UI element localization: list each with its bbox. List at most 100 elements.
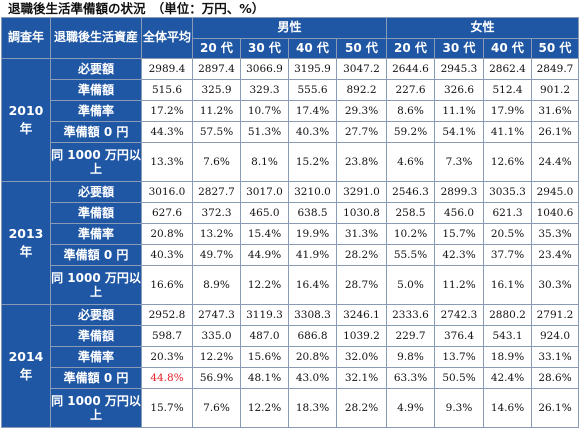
overall-value-cell: 15.7%: [141, 388, 193, 428]
value-cell: 17.4%: [288, 100, 337, 122]
overall-value-cell: 20.3%: [141, 346, 193, 368]
value-cell: 555.6: [288, 79, 337, 101]
overall-value-cell: 17.2%: [141, 100, 193, 122]
value-cell: 8.1%: [240, 142, 289, 182]
age-header-female-20: 20 代: [386, 38, 435, 59]
value-cell: 29.3%: [336, 100, 387, 122]
value-cell: 11.2%: [434, 265, 484, 305]
value-cell: 9.3%: [434, 388, 484, 428]
value-cell: 41.9%: [288, 244, 337, 266]
age-header-male-50: 50 代: [336, 38, 387, 59]
value-cell: 8.9%: [192, 265, 241, 305]
value-cell: 924.0: [531, 325, 579, 347]
value-cell: 54.1%: [434, 121, 484, 143]
value-cell: 2333.6: [386, 304, 435, 326]
value-cell: 326.6: [434, 79, 484, 101]
value-cell: 10.7%: [240, 100, 289, 122]
overall-value-cell: 2989.4: [141, 58, 193, 80]
value-cell: 2849.7: [531, 58, 579, 80]
value-cell: 465.0: [240, 202, 289, 224]
age-header-female-40: 40 代: [483, 38, 532, 59]
value-cell: 2546.3: [386, 181, 435, 203]
value-cell: 16.4%: [288, 265, 337, 305]
value-cell: 258.5: [386, 202, 435, 224]
value-cell: 2880.2: [483, 304, 532, 326]
value-cell: 2899.3: [434, 181, 484, 203]
value-cell: 44.9%: [240, 244, 289, 266]
value-cell: 7.3%: [434, 142, 484, 182]
value-cell: 28.7%: [336, 265, 387, 305]
value-cell: 23.4%: [531, 244, 579, 266]
value-cell: 512.4: [483, 79, 532, 101]
overall-value-cell: 44.3%: [141, 121, 193, 143]
value-cell: 30.3%: [531, 265, 579, 305]
page-title: 退職後生活準備額の状況 （単位：万円、%）: [8, 1, 265, 16]
value-cell: 15.2%: [288, 142, 337, 182]
value-cell: 59.2%: [386, 121, 435, 143]
value-cell: 3119.3: [240, 304, 289, 326]
value-cell: 7.6%: [192, 388, 241, 428]
value-cell: 2827.7: [192, 181, 241, 203]
value-cell: 456.0: [434, 202, 484, 224]
value-cell: 1040.6: [531, 202, 579, 224]
value-cell: 28.2%: [336, 388, 387, 428]
value-cell: 543.1: [483, 325, 532, 347]
value-cell: 32.0%: [336, 346, 387, 368]
table-body: 2010 年必要額 2989.4 2897.4 3066.9 3195.9 3047.2 2…: [1, 58, 579, 428]
value-cell: 17.9%: [483, 100, 532, 122]
table-row: 準備額 515.6 325.9 329.3 555.6 892.2 227.6 326.6 51…: [2, 79, 579, 101]
value-cell: 32.1%: [336, 367, 387, 389]
value-cell: 2747.3: [192, 304, 241, 326]
overall-header: 全体平均: [141, 17, 193, 59]
category-cell: 準備額: [50, 325, 142, 347]
value-cell: 227.6: [386, 79, 435, 101]
value-cell: 1030.8: [336, 202, 387, 224]
value-cell: 14.6%: [483, 388, 532, 428]
value-cell: 372.3: [192, 202, 241, 224]
retirement-prep-table: 調査年 退職後生活資産 全体平均 男性 女性 20 代 30 代 40 代 50…: [1, 17, 579, 428]
table-row: 2010 年必要額 2989.4 2897.4 3066.9 3195.9 3047.2 2…: [1, 58, 579, 182]
value-cell: 487.0: [240, 325, 289, 347]
year-header: 調査年: [1, 17, 51, 59]
age-header-male-30: 30 代: [240, 38, 289, 59]
value-cell: 28.6%: [531, 367, 579, 389]
value-cell: 3210.0: [288, 181, 337, 203]
age-header-female-30: 30 代: [434, 38, 484, 59]
overall-value-cell: 44.8%: [141, 367, 193, 389]
value-cell: 2897.4: [192, 58, 241, 80]
table-row: 準備率 20.3% 12.2% 15.6% 20.8% 32.0% 9.8% 13.7% 18.…: [2, 346, 579, 368]
value-cell: 4.9%: [386, 388, 435, 428]
value-cell: 7.6%: [192, 142, 241, 182]
male-header: 男性: [192, 17, 387, 39]
value-cell: 621.3: [483, 202, 532, 224]
value-cell: 12.2%: [192, 346, 241, 368]
value-cell: 56.9%: [192, 367, 241, 389]
overall-value-cell: 16.6%: [141, 265, 193, 305]
value-cell: 4.6%: [386, 142, 435, 182]
value-cell: 42.3%: [434, 244, 484, 266]
category-cell: 必要額: [50, 181, 142, 203]
value-cell: 35.3%: [531, 223, 579, 245]
category-cell: 準備額 0 円: [50, 121, 142, 143]
value-cell: 892.2: [336, 79, 387, 101]
value-cell: 9.8%: [386, 346, 435, 368]
value-cell: 10.2%: [386, 223, 435, 245]
value-cell: 33.1%: [531, 346, 579, 368]
value-cell: 31.6%: [531, 100, 579, 122]
value-cell: 376.4: [434, 325, 484, 347]
value-cell: 329.3: [240, 79, 289, 101]
value-cell: 3035.3: [483, 181, 532, 203]
value-cell: 901.2: [531, 79, 579, 101]
value-cell: 2644.6: [386, 58, 435, 80]
value-cell: 15.4%: [240, 223, 289, 245]
value-cell: 2742.3: [434, 304, 484, 326]
year-cell: 2013 年: [1, 181, 51, 305]
value-cell: 1039.2: [336, 325, 387, 347]
value-cell: 37.7%: [483, 244, 532, 266]
value-cell: 2945.3: [434, 58, 484, 80]
table-row: 準備率 17.2% 11.2% 10.7% 17.4% 29.3% 8.6% 11.1% 17.…: [2, 100, 579, 122]
table-row: 同 1000 万円以上 15.7% 7.6% 12.2% 18.3% 28.2% 4.9% 9…: [2, 388, 579, 428]
category-cell: 準備額: [50, 79, 142, 101]
value-cell: 50.5%: [434, 367, 484, 389]
value-cell: 43.0%: [288, 367, 337, 389]
